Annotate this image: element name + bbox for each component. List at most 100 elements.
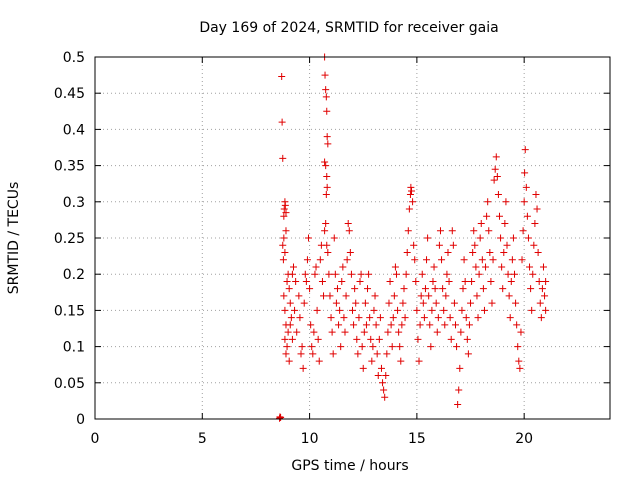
data-point xyxy=(453,343,461,351)
data-point xyxy=(385,299,393,307)
data-point xyxy=(441,321,449,329)
data-point xyxy=(347,270,355,278)
data-point xyxy=(400,285,408,293)
data-point xyxy=(340,314,348,322)
data-point xyxy=(309,350,317,358)
data-point xyxy=(362,321,370,329)
data-point xyxy=(424,234,432,242)
data-point xyxy=(436,227,444,235)
x-axis-label: GPS time / hours xyxy=(291,458,408,474)
data-point xyxy=(432,299,440,307)
data-point xyxy=(350,321,358,329)
data-point xyxy=(519,227,527,235)
data-point xyxy=(413,306,421,314)
data-point xyxy=(289,263,297,271)
data-point xyxy=(480,306,488,314)
data-point xyxy=(313,306,321,314)
data-point xyxy=(541,292,549,300)
data-point xyxy=(442,292,450,300)
data-point xyxy=(460,256,468,264)
data-point xyxy=(342,292,350,300)
data-point xyxy=(391,263,399,271)
data-point xyxy=(310,328,318,336)
data-point xyxy=(459,285,467,293)
data-point xyxy=(411,256,419,264)
data-point xyxy=(495,212,503,220)
data-point xyxy=(281,201,289,209)
data-point xyxy=(423,256,431,264)
data-point xyxy=(479,285,487,293)
data-point xyxy=(323,241,331,249)
axis-ticks xyxy=(94,56,610,420)
data-point xyxy=(417,292,425,300)
data-point xyxy=(335,321,343,329)
data-point xyxy=(414,335,422,343)
data-point xyxy=(383,350,391,358)
x-tick-label: 15 xyxy=(408,431,426,447)
data-point xyxy=(452,321,459,329)
data-point xyxy=(380,386,388,394)
y-tick-label: 0.45 xyxy=(54,86,85,102)
data-point xyxy=(292,277,300,285)
data-point xyxy=(278,118,286,126)
data-point xyxy=(493,172,501,180)
data-point xyxy=(320,292,328,300)
y-tick-label: 0.4 xyxy=(63,122,85,138)
data-point xyxy=(357,270,365,278)
data-point xyxy=(509,234,517,242)
data-point xyxy=(386,277,394,285)
data-point xyxy=(321,71,329,79)
data-point xyxy=(521,169,529,177)
data-point xyxy=(421,285,429,293)
data-point xyxy=(474,314,482,322)
data-point xyxy=(372,321,380,329)
data-point xyxy=(307,321,315,329)
data-point xyxy=(402,270,410,278)
data-point xyxy=(283,343,291,351)
data-point xyxy=(472,263,480,271)
data-point xyxy=(356,277,364,285)
y-tick-labels: 0 0.05 0.1 0.15 0.2 0.25 0.3 0.35 0.4 0.45 0.5 xyxy=(54,50,85,428)
data-point xyxy=(284,328,292,336)
data-point xyxy=(282,350,290,358)
x-tick-label: 0 xyxy=(91,431,100,447)
data-point xyxy=(500,248,508,256)
data-point xyxy=(353,335,361,343)
data-point xyxy=(300,299,308,307)
data-point xyxy=(314,335,322,343)
data-point xyxy=(518,256,526,264)
data-point xyxy=(429,277,437,285)
data-point xyxy=(487,277,495,285)
data-point xyxy=(376,314,384,322)
data-point xyxy=(433,328,441,336)
data-point xyxy=(447,335,455,343)
data-point xyxy=(293,328,301,336)
data-point xyxy=(520,198,528,206)
data-point xyxy=(301,270,309,278)
data-point xyxy=(298,343,306,351)
data-point xyxy=(415,357,423,365)
data-point xyxy=(331,270,339,278)
data-point xyxy=(285,357,293,365)
data-point xyxy=(311,270,319,278)
data-point xyxy=(516,364,524,372)
x-tick-label: 10 xyxy=(301,431,319,447)
x-tick-labels: 0 5 10 15 20 xyxy=(91,431,534,447)
data-point xyxy=(457,328,465,336)
y-tick-label: 0.25 xyxy=(54,231,85,247)
data-point xyxy=(467,299,475,307)
data-point xyxy=(403,248,411,256)
data-point xyxy=(445,277,453,285)
data-point xyxy=(508,256,516,264)
data-point xyxy=(488,299,496,307)
data-point xyxy=(278,73,286,81)
data-point xyxy=(352,299,360,307)
data-point xyxy=(306,285,314,293)
data-point xyxy=(527,285,535,293)
data-point xyxy=(364,285,372,293)
data-point xyxy=(324,140,332,148)
data-point xyxy=(532,191,540,199)
data-point xyxy=(526,263,534,271)
data-point xyxy=(439,285,447,293)
